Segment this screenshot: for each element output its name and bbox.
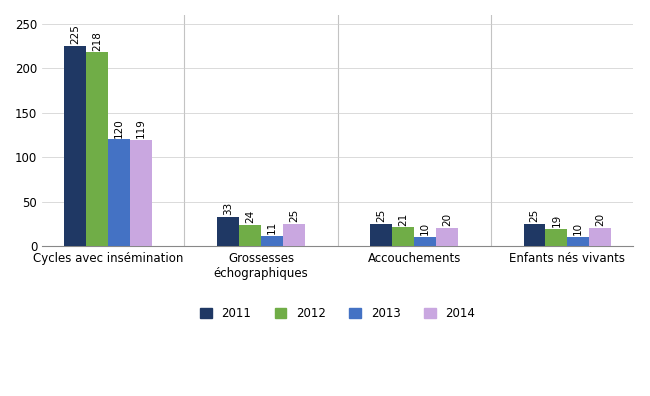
Bar [545, 229, 567, 246]
Text: 19: 19 [551, 214, 562, 227]
Text: 120: 120 [114, 118, 124, 137]
Text: 11: 11 [267, 221, 277, 234]
Bar [239, 225, 261, 246]
Text: 10: 10 [420, 222, 430, 235]
Text: 21: 21 [398, 212, 408, 226]
Text: 24: 24 [245, 209, 255, 223]
Text: 218: 218 [92, 30, 102, 51]
Bar [567, 237, 589, 246]
Bar [217, 217, 239, 246]
Legend: 2011, 2012, 2013, 2014: 2011, 2012, 2013, 2014 [195, 303, 480, 325]
Bar [436, 228, 458, 246]
Bar [523, 224, 545, 246]
Bar [392, 227, 414, 246]
Text: 25: 25 [376, 209, 386, 222]
Bar [589, 228, 611, 246]
Bar [370, 224, 392, 246]
Bar [283, 224, 305, 246]
Bar [414, 237, 436, 246]
Text: 20: 20 [442, 213, 452, 227]
Bar [129, 140, 151, 246]
Bar [64, 46, 86, 246]
Text: 10: 10 [573, 222, 583, 235]
Bar [86, 52, 108, 246]
Bar [108, 139, 129, 246]
Text: 225: 225 [70, 25, 80, 44]
Text: 119: 119 [136, 119, 146, 139]
Text: 20: 20 [595, 213, 605, 227]
Text: 25: 25 [530, 209, 540, 222]
Bar [261, 236, 283, 246]
Text: 33: 33 [223, 202, 233, 215]
Text: 25: 25 [289, 209, 299, 222]
